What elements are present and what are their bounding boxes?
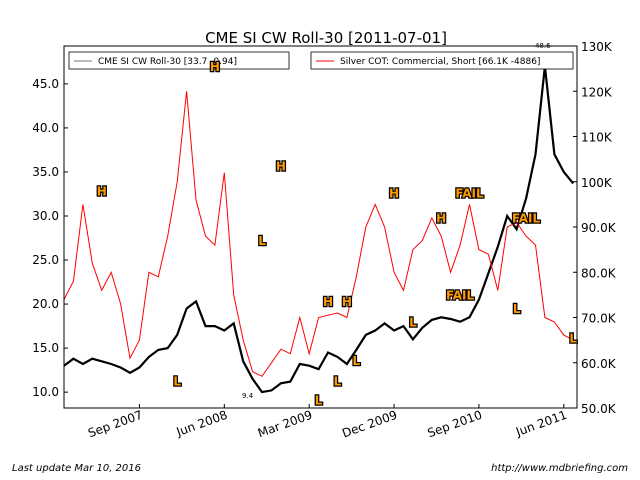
series-line-price — [63, 66, 575, 394]
legend-price-box — [68, 51, 290, 70]
x-tick-label: Sep 2010 — [426, 408, 484, 441]
y-right-tick-label: 110K — [581, 131, 613, 145]
marker-h: H — [276, 159, 286, 173]
y-right-tick-label: 100K — [581, 176, 613, 190]
y-left-tick-label: 10.0 — [32, 385, 59, 399]
marker-h: H — [342, 295, 352, 309]
y-left-tick-label: 15.0 — [32, 341, 59, 355]
marker-fail: FAIL — [455, 187, 484, 201]
marker-l: L — [315, 393, 323, 407]
chart-title: CME SI CW Roll-30 [2011-07-01] — [205, 29, 447, 47]
y-right-tick-label: 130K — [581, 40, 613, 54]
plot-area: 48.69.4 — [63, 42, 577, 408]
x-tick-label: Sep 2007 — [86, 408, 144, 441]
x-tick-label: Mar 2009 — [256, 408, 314, 441]
legends: CME SI CW Roll-30 [33.7 -0.94] Silver COT… — [68, 51, 574, 70]
legend-price: CME SI CW Roll-30 [33.7 -0.94] — [68, 51, 290, 70]
footer-last-update: Last update Mar 10, 2016 — [12, 463, 141, 474]
x-tick-label: Jun 2008 — [174, 408, 230, 440]
plot-background — [64, 46, 577, 408]
y-left-tick-label: 30.0 — [32, 209, 59, 223]
y-left-tick-label: 25.0 — [32, 253, 59, 267]
y-right-tick-label: 50.0K — [581, 402, 617, 416]
marker-l: L — [353, 354, 361, 368]
marker-h: H — [210, 60, 220, 74]
y-left-tick-label: 45.0 — [32, 77, 59, 91]
y-right-tick-label: 60.0K — [581, 357, 617, 371]
marker-l: L — [409, 316, 417, 330]
marker-h: H — [97, 184, 107, 198]
y-right-tick-label: 120K — [581, 85, 613, 99]
y-right-tick-label: 70.0K — [581, 312, 617, 326]
y-left-tick-label: 35.0 — [32, 165, 59, 179]
x-tick-label: Jun 2011 — [513, 408, 569, 440]
x-tick-label: Dec 2009 — [340, 408, 399, 441]
marker-l: L — [513, 302, 521, 316]
marker-h: H — [323, 295, 333, 309]
y-right-tick-label: 80.0K — [581, 266, 617, 280]
legend-price-label: CME SI CW Roll-30 [33.7 -0.94] — [98, 57, 237, 67]
y-left-tick-label: 40.0 — [32, 121, 59, 135]
series-line-cot — [63, 91, 574, 377]
marker-h: H — [389, 187, 399, 201]
legend-cot: Silver COT: Commercial, Short [66.1K -48… — [310, 51, 574, 70]
y-left-tick-label: 20.0 — [32, 297, 59, 311]
marker-l: L — [569, 331, 577, 345]
min-annotation: 9.4 — [242, 392, 254, 400]
marker-h: H — [436, 211, 446, 225]
hl-markers: H L H L H L H L H L H L H FAIL FAIL L FAIL L — [95, 59, 578, 409]
marker-l: L — [173, 374, 181, 388]
marker-l: L — [258, 234, 266, 248]
legend-cot-label: Silver COT: Commercial, Short [66.1K -48… — [340, 57, 540, 67]
legend-cot-box — [310, 51, 574, 70]
marker-l: L — [334, 374, 342, 388]
marker-fail: FAIL — [512, 211, 541, 225]
footer-url: http://www.mdbriefing.com — [491, 463, 628, 474]
marker-fail: FAIL — [446, 288, 475, 302]
y-right-tick-label: 90.0K — [581, 221, 617, 235]
